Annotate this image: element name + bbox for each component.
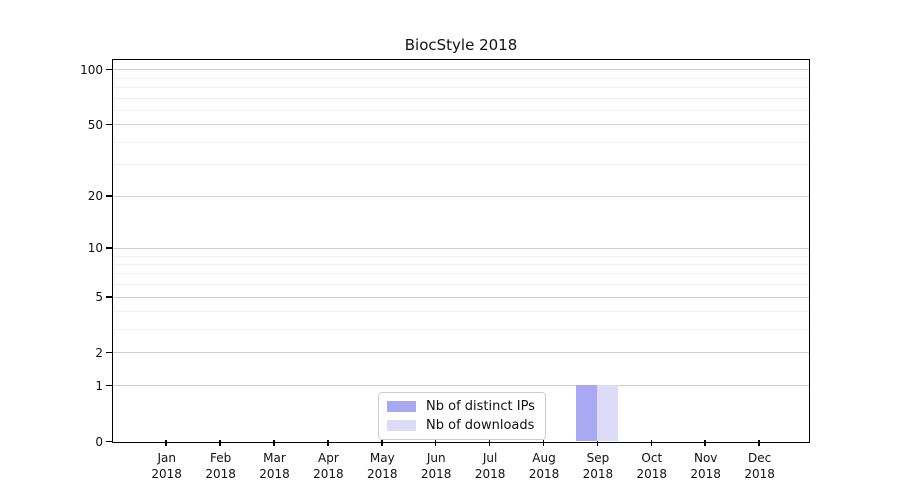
gridline-y-5 <box>113 296 809 298</box>
legend-item-downloads: Nb of downloads <box>387 418 535 433</box>
gridline-minor-y-4 <box>113 311 809 313</box>
x-tick-mark-jul <box>488 440 491 446</box>
x-tick-month: Mar <box>263 451 286 465</box>
y-tick-mark-0 <box>106 440 112 442</box>
legend: Nb of distinct IPs Nb of downloads <box>378 392 546 440</box>
x-tick-label-nov: Nov 2018 <box>674 450 738 482</box>
gridline-minor-y-3 <box>113 329 809 331</box>
x-tick-year: 2018 <box>636 467 668 481</box>
gridline-minor-y-70 <box>113 97 809 99</box>
gridline-minor-y-90 <box>113 77 809 79</box>
x-tick-label-mar: Mar 2018 <box>243 450 307 482</box>
gridline-minor-y-7 <box>113 273 809 275</box>
y-tick-label-0: 0 <box>95 434 103 449</box>
x-tick-month: Jul <box>482 451 498 465</box>
y-tick-mark-20 <box>106 195 112 197</box>
x-tick-mark-feb <box>219 440 221 446</box>
gridline-minor-y-80 <box>113 86 809 88</box>
x-tick-label-jul: Jul 2018 <box>458 450 522 482</box>
bar-nb-of-downloads-sep-2018 <box>597 385 619 441</box>
x-tick-year: 2018 <box>474 467 506 481</box>
x-tick-month: Sep <box>586 451 610 465</box>
y-tick-mark-10 <box>106 247 112 249</box>
legend-swatch-downloads <box>387 420 416 431</box>
x-tick-label-may: May 2018 <box>350 450 414 482</box>
x-tick-label-jun: Jun 2018 <box>404 450 468 482</box>
x-tick-label-oct: Oct 2018 <box>620 450 684 482</box>
legend-item-distinct-ips: Nb of distinct IPs <box>387 399 535 414</box>
x-tick-mark-jan <box>165 440 167 446</box>
x-tick-year: 2018 <box>151 467 182 481</box>
x-tick-year: 2018 <box>744 467 775 481</box>
y-tick-label-10: 10 <box>87 241 103 256</box>
x-tick-year: 2018 <box>367 467 398 481</box>
x-tick-month: Nov <box>693 451 718 465</box>
y-tick-mark-100 <box>106 68 112 71</box>
x-tick-month: Dec <box>747 451 772 465</box>
y-tick-label-50: 50 <box>87 117 103 132</box>
x-tick-year: 2018 <box>528 467 560 481</box>
gridline-y-2 <box>113 352 809 354</box>
x-tick-mark-may <box>381 440 383 446</box>
x-tick-label-aug: Aug 2018 <box>512 450 576 482</box>
y-tick-label-100: 100 <box>80 62 103 77</box>
x-tick-month: Apr <box>318 451 339 465</box>
legend-label-downloads: Nb of downloads <box>426 418 535 433</box>
x-tick-month: Oct <box>641 451 663 465</box>
gridline-minor-y-40 <box>113 141 809 143</box>
gridline-y-100 <box>113 69 809 71</box>
x-tick-year: 2018 <box>690 467 721 481</box>
gridline-y-10 <box>113 247 809 249</box>
bar-nb-of-distinct-ips-sep-2018 <box>576 385 598 441</box>
x-tick-mark-apr <box>327 440 329 446</box>
x-tick-label-feb: Feb 2018 <box>189 450 253 482</box>
gridline-minor-y-30 <box>113 164 809 166</box>
gridline-y-20 <box>113 195 809 197</box>
x-tick-label-dec: Dec 2018 <box>728 450 792 482</box>
chart-title: BiocStyle 2018 <box>404 36 518 54</box>
x-tick-mark-nov <box>704 440 706 446</box>
gridline-minor-y-60 <box>113 109 809 111</box>
gridline-y-1 <box>113 385 809 387</box>
y-tick-label-2: 2 <box>95 345 103 360</box>
x-tick-year: 2018 <box>313 467 344 481</box>
y-tick-label-1: 1 <box>95 378 103 393</box>
x-tick-month: May <box>369 451 395 465</box>
x-tick-mark-dec <box>758 440 760 446</box>
y-tick-mark-2 <box>106 351 112 354</box>
x-tick-label-sep: Sep 2018 <box>566 450 630 482</box>
gridline-minor-y-9 <box>113 255 809 257</box>
plot-area <box>106 59 810 446</box>
x-tick-mark-oct <box>650 440 653 446</box>
legend-swatch-distinct-ips <box>387 401 416 412</box>
gridline-minor-y-8 <box>113 263 809 265</box>
y-tick-label-20: 20 <box>87 189 103 204</box>
legend-label-distinct-ips: Nb of distinct IPs <box>426 399 535 414</box>
x-tick-month: Feb <box>209 451 232 465</box>
x-tick-month: Jan <box>157 451 176 465</box>
x-tick-mark-aug <box>542 440 545 446</box>
y-tick-mark-50 <box>106 123 112 126</box>
x-tick-mark-mar <box>273 440 275 446</box>
x-tick-year: 2018 <box>582 467 614 481</box>
x-tick-year: 2018 <box>205 467 236 481</box>
gridline-minor-y-6 <box>113 284 809 286</box>
y-tick-label-5: 5 <box>95 290 103 305</box>
x-tick-year: 2018 <box>420 467 452 481</box>
x-tick-label-jan: Jan 2018 <box>135 450 199 482</box>
x-tick-month: Aug <box>532 451 556 465</box>
x-tick-mark-sep <box>596 440 599 446</box>
x-tick-month: Jun <box>426 451 446 465</box>
x-tick-year: 2018 <box>259 467 290 481</box>
gridline-y-50 <box>113 124 809 126</box>
x-tick-label-apr: Apr 2018 <box>296 450 360 482</box>
y-tick-mark-5 <box>106 296 112 298</box>
x-tick-mark-jun <box>434 440 437 446</box>
y-tick-mark-1 <box>106 384 112 387</box>
